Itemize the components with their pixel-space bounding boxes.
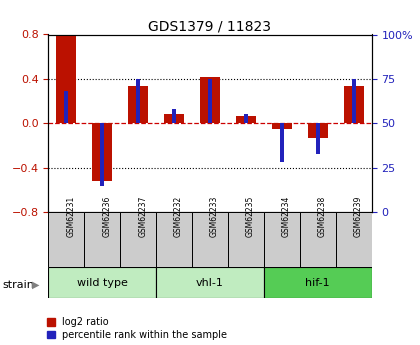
Bar <box>264 212 300 267</box>
Bar <box>48 267 156 298</box>
Bar <box>264 267 372 298</box>
Bar <box>56 36 76 124</box>
Bar <box>84 212 120 267</box>
Bar <box>156 267 264 298</box>
Bar <box>100 124 104 186</box>
Bar <box>280 124 284 162</box>
Bar <box>128 86 148 124</box>
Text: wild type: wild type <box>77 278 128 288</box>
Text: GSM62238: GSM62238 <box>318 196 327 237</box>
Legend: log2 ratio, percentile rank within the sample: log2 ratio, percentile rank within the s… <box>47 317 227 340</box>
Bar <box>244 115 248 124</box>
Text: GSM62239: GSM62239 <box>354 196 363 237</box>
Bar <box>172 109 176 124</box>
Text: hif-1: hif-1 <box>305 278 330 288</box>
Bar <box>200 77 220 124</box>
Text: GSM62233: GSM62233 <box>210 196 219 237</box>
Bar <box>120 212 156 267</box>
Bar <box>164 115 184 124</box>
Text: ▶: ▶ <box>32 279 39 289</box>
Bar <box>316 124 320 154</box>
Bar <box>48 212 84 267</box>
Text: GSM62237: GSM62237 <box>138 196 147 237</box>
Bar <box>64 91 68 124</box>
Bar <box>272 124 292 129</box>
Bar <box>336 212 372 267</box>
Bar <box>344 86 364 124</box>
Bar <box>192 212 228 267</box>
Bar <box>352 79 356 124</box>
Bar <box>208 79 212 124</box>
Text: vhl-1: vhl-1 <box>196 278 224 288</box>
Bar <box>308 124 328 138</box>
Bar <box>92 124 112 181</box>
Text: GSM62236: GSM62236 <box>102 196 111 237</box>
Bar <box>228 212 264 267</box>
Bar <box>136 79 140 124</box>
Title: GDS1379 / 11823: GDS1379 / 11823 <box>149 19 271 33</box>
Text: GSM62235: GSM62235 <box>246 196 255 237</box>
Bar <box>236 116 256 124</box>
Text: GSM62231: GSM62231 <box>66 196 75 237</box>
Bar <box>300 212 336 267</box>
Bar <box>156 212 192 267</box>
Text: GSM62232: GSM62232 <box>174 196 183 237</box>
Text: GSM62234: GSM62234 <box>282 196 291 237</box>
Text: strain: strain <box>2 280 34 289</box>
